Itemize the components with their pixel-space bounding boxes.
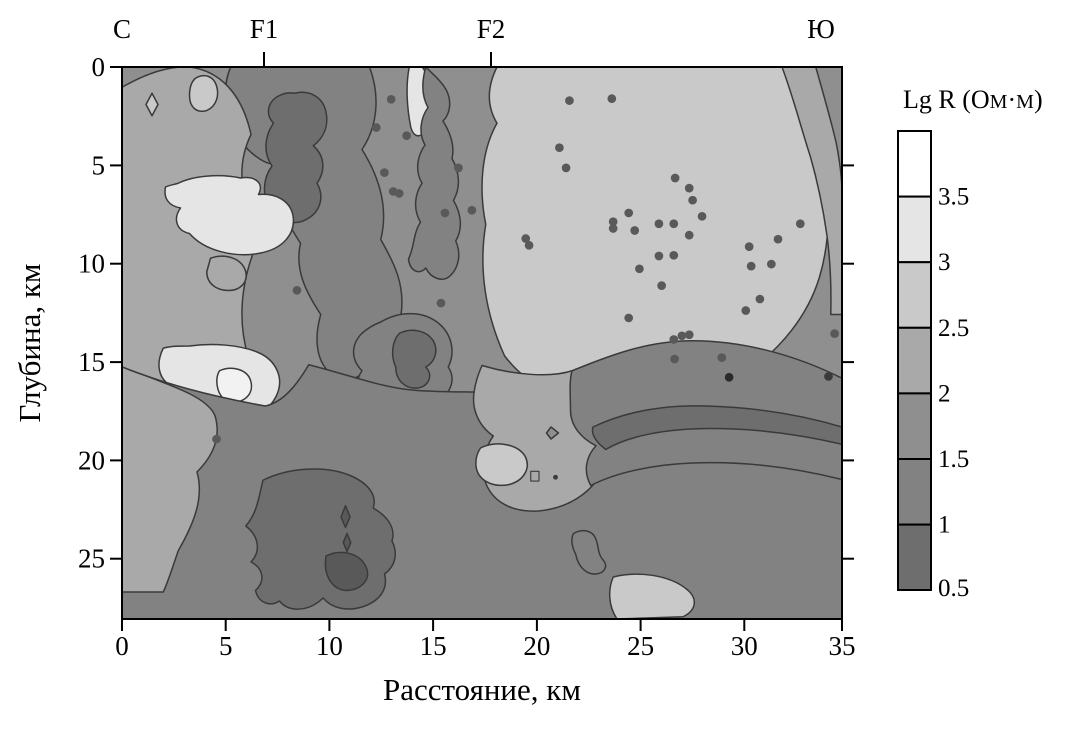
svg-text:0: 0	[92, 52, 106, 82]
svg-text:3: 3	[938, 249, 951, 276]
svg-text:10: 10	[316, 631, 343, 661]
svg-text:30: 30	[731, 631, 758, 661]
svg-text:0.5: 0.5	[938, 575, 969, 602]
svg-text:25: 25	[78, 544, 105, 574]
svg-text:F1: F1	[250, 14, 279, 44]
svg-text:2: 2	[938, 380, 951, 407]
svg-text:Lg R (ОМ·М): Lg R (ОМ·М)	[903, 85, 1043, 114]
svg-text:15: 15	[420, 631, 447, 661]
svg-text:15: 15	[78, 347, 105, 377]
svg-text:Глубина, км: Глубина, км	[12, 263, 47, 422]
svg-text:25: 25	[627, 631, 654, 661]
svg-text:5: 5	[92, 150, 106, 180]
svg-text:5: 5	[219, 631, 233, 661]
svg-text:C: C	[113, 14, 131, 44]
svg-text:10: 10	[78, 249, 105, 279]
svg-text:3.5: 3.5	[938, 184, 969, 211]
svg-text:0: 0	[115, 631, 129, 661]
svg-text:F2: F2	[477, 14, 506, 44]
svg-text:1.5: 1.5	[938, 446, 969, 473]
svg-text:2.5: 2.5	[938, 315, 969, 342]
svg-text:1: 1	[938, 512, 951, 539]
svg-text:35: 35	[829, 631, 856, 661]
svg-text:20: 20	[78, 445, 105, 475]
svg-text:Расстояние, км: Расстояние, км	[383, 672, 581, 707]
svg-text:20: 20	[523, 631, 550, 661]
svg-text:Ю: Ю	[807, 14, 835, 44]
